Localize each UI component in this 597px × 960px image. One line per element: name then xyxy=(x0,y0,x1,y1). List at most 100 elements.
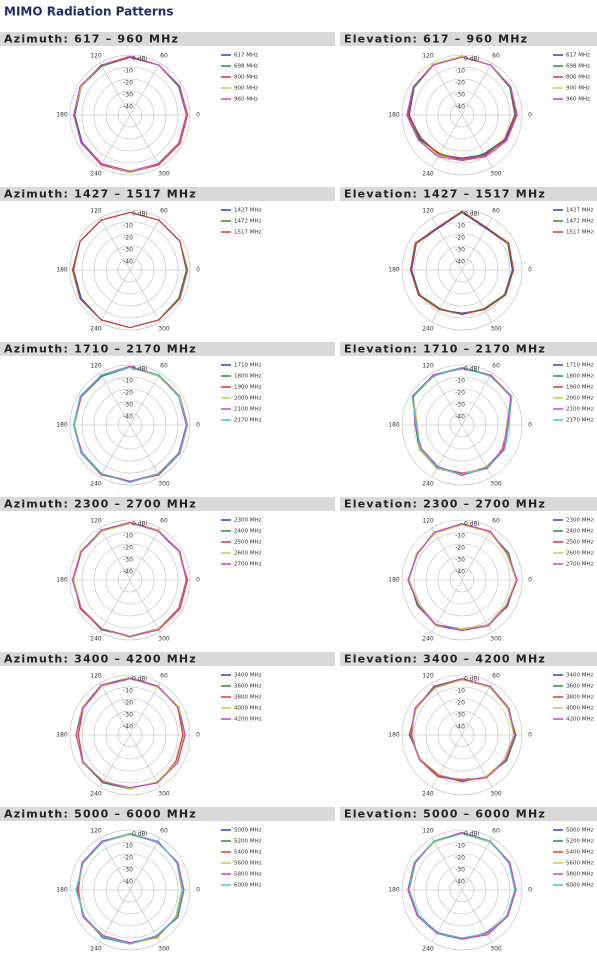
angle-label: 60 xyxy=(160,363,168,370)
grid-spoke xyxy=(129,579,161,633)
angle-label: 240 xyxy=(422,170,434,177)
legend-label: 3800 MHz xyxy=(234,695,262,701)
ring-label: 0 dBi xyxy=(132,211,148,218)
pattern-line xyxy=(412,368,512,476)
ring-label: -10 xyxy=(123,688,133,695)
grid-spoke xyxy=(461,269,493,323)
ring-label: -30 xyxy=(123,402,133,409)
legend-label: 2500 MHz xyxy=(234,540,262,546)
legend-label: 960 MHz xyxy=(234,97,258,103)
angle-label: 300 xyxy=(158,170,170,177)
header-bar xyxy=(0,187,335,201)
legend-label: 2600 MHz xyxy=(234,551,262,557)
angle-label: 300 xyxy=(490,635,502,642)
ring-label: -10 xyxy=(455,533,465,540)
legend-label: 2400 MHz xyxy=(234,529,262,535)
chart-title: Elevation: 1710 – 2170 MHz xyxy=(344,343,546,356)
pattern-line xyxy=(71,211,189,329)
grid-spoke xyxy=(99,62,131,116)
angle-label: 120 xyxy=(90,363,102,370)
legend-label: 4000 MHz xyxy=(566,706,594,712)
grid-spoke xyxy=(99,734,131,788)
ring-label: -40 xyxy=(123,104,133,111)
angle-label: 120 xyxy=(422,53,434,60)
grid-spoke xyxy=(99,837,131,891)
grid-spoke xyxy=(129,424,161,478)
ring-label: -40 xyxy=(123,569,133,576)
angle-label: 0 xyxy=(528,112,532,119)
ring-label: -30 xyxy=(455,557,465,564)
legend-label: 2100 MHz xyxy=(566,407,594,413)
ring-label: -10 xyxy=(455,378,465,385)
grid-spoke xyxy=(461,837,493,891)
angle-label: 0 xyxy=(528,422,532,429)
legend-label: 1517 MHz xyxy=(566,230,594,236)
ring-label: -20 xyxy=(455,390,465,397)
ring-label: -10 xyxy=(455,843,465,850)
ring-label: 0 dBi xyxy=(132,676,148,683)
ring-label: -20 xyxy=(123,545,133,552)
grid-spoke xyxy=(461,734,493,788)
angle-label: 180 xyxy=(56,112,68,119)
header-bar xyxy=(340,342,597,356)
legend-label: 2700 MHz xyxy=(234,562,262,568)
legend-label: 800 MHz xyxy=(566,75,590,81)
grid-spoke xyxy=(461,217,493,271)
grid-spoke xyxy=(99,269,131,323)
angle-label: 0 xyxy=(528,732,532,739)
angle-label: 60 xyxy=(160,208,168,215)
grid-spoke xyxy=(99,424,131,478)
legend-label: 3600 MHz xyxy=(566,684,594,690)
header-bar xyxy=(340,807,597,821)
angle-label: 180 xyxy=(388,577,400,584)
grid-spoke xyxy=(431,527,463,581)
grid-spoke xyxy=(99,682,131,736)
angle-label: 240 xyxy=(90,325,102,332)
ring-label: -30 xyxy=(123,867,133,874)
legend-label: 2000 MHz xyxy=(234,396,262,402)
legend-label: 1900 MHz xyxy=(234,385,262,391)
header-bar xyxy=(0,807,335,821)
legend-label: 2300 MHz xyxy=(234,518,262,524)
grid-spoke xyxy=(431,579,463,633)
grid-spoke xyxy=(129,372,161,426)
angle-label: 60 xyxy=(492,673,500,680)
angle-label: 60 xyxy=(492,208,500,215)
grid-spoke xyxy=(129,734,161,788)
legend-label: 4200 MHz xyxy=(234,717,262,723)
angle-label: 240 xyxy=(422,790,434,797)
angle-label: 180 xyxy=(388,267,400,274)
legend-label: 800 MHz xyxy=(234,75,258,81)
legend-label: 5800 MHz xyxy=(566,872,594,878)
grid-spoke xyxy=(431,372,463,426)
pattern-line xyxy=(407,524,518,631)
ring-label: -30 xyxy=(455,247,465,254)
legend-label: 1900 MHz xyxy=(566,385,594,391)
angle-label: 240 xyxy=(90,480,102,487)
pattern-line xyxy=(407,524,518,631)
chart-title: Azimuth: 1710 – 2170 MHz xyxy=(4,343,197,356)
legend-label: 617 MHz xyxy=(566,53,590,59)
ring-label: -40 xyxy=(455,414,465,421)
grid-spoke xyxy=(129,269,161,323)
legend-label: 1710 MHz xyxy=(234,363,262,369)
ring-label: 0 dBi xyxy=(464,56,480,63)
header-bar xyxy=(0,342,335,356)
chart-title: Elevation: 1427 – 1517 MHz xyxy=(344,188,546,201)
ring-label: -20 xyxy=(123,235,133,242)
pattern-line xyxy=(409,210,515,315)
legend-label: 2700 MHz xyxy=(566,562,594,568)
angle-label: 0 xyxy=(528,887,532,894)
pattern-line xyxy=(408,524,517,630)
ring-label: -10 xyxy=(123,843,133,850)
ring-label: -10 xyxy=(455,68,465,75)
chart-title: Azimuth: 3400 – 4200 MHz xyxy=(4,653,197,666)
chart-title: Elevation: 5000 – 6000 MHz xyxy=(344,808,546,821)
pattern-line xyxy=(76,833,185,944)
legend-label: 5400 MHz xyxy=(234,850,262,856)
ring-label: -10 xyxy=(123,533,133,540)
angle-label: 240 xyxy=(422,635,434,642)
angle-label: 300 xyxy=(490,480,502,487)
grid-spoke xyxy=(461,114,493,168)
